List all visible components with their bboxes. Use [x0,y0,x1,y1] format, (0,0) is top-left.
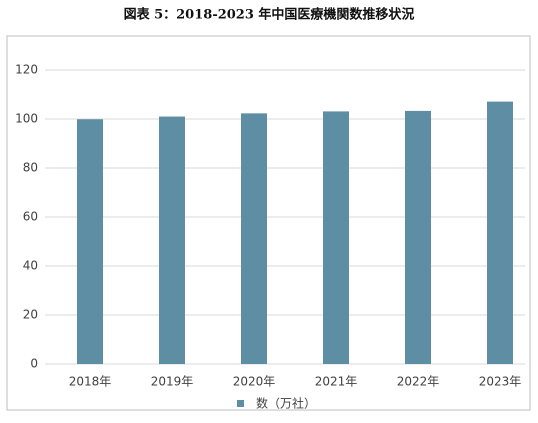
y-tick-label: 60 [23,210,38,224]
bar [77,119,103,365]
legend-label: 数（万社） [256,396,316,411]
y-tick-label: 80 [23,161,38,175]
y-tick-label: 20 [23,308,38,322]
x-tick-label: 2019年 [151,375,194,389]
bar [159,116,185,364]
x-tick-label: 2018年 [69,375,112,389]
bar [487,101,513,364]
x-tick-label: 2021年 [315,375,358,389]
x-tick-label: 2022年 [397,375,440,389]
chart-title: 図表 5：2018-2023 年中国医療機関数推移状況 [124,7,415,23]
bar [405,110,431,364]
y-tick-label: 40 [23,259,38,273]
x-tick-label: 2023年 [479,375,522,389]
y-tick-label: 120 [15,63,38,77]
y-tick-label: 100 [15,112,38,126]
bar [323,111,349,364]
chart-frame [6,35,531,411]
legend-swatch [237,400,244,407]
x-tick-label: 2020年 [233,375,276,389]
y-tick-label: 0 [30,357,38,371]
bar [241,113,267,365]
